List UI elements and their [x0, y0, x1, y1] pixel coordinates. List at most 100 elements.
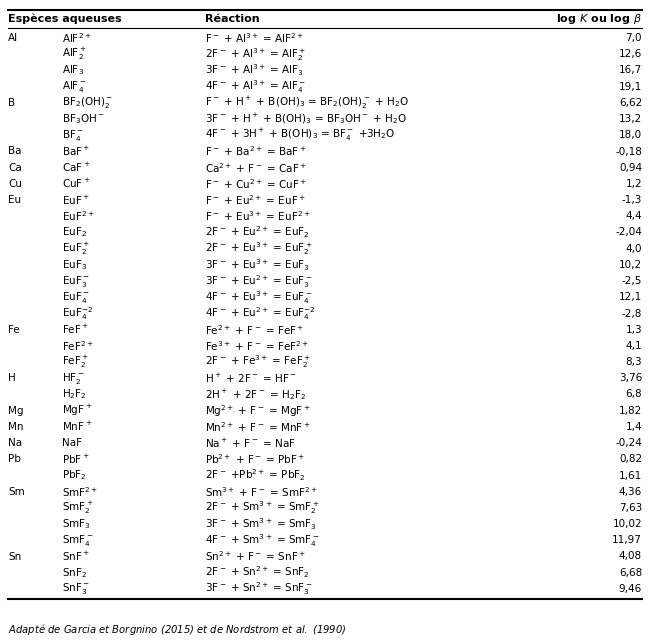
Text: PbF$_2$: PbF$_2$ [62, 468, 86, 483]
Text: 6,62: 6,62 [619, 98, 642, 108]
Text: EuF$_3$: EuF$_3$ [62, 258, 87, 272]
Text: -1,3: -1,3 [621, 195, 642, 205]
Text: Pb: Pb [8, 454, 21, 464]
Text: EuF$^+$: EuF$^+$ [62, 193, 90, 207]
Text: 2F$^-$ +Pb$^{2+}$ = PbF$_2$: 2F$^-$ +Pb$^{2+}$ = PbF$_2$ [205, 468, 306, 483]
Text: 10,2: 10,2 [619, 260, 642, 270]
Text: EuF$_2$: EuF$_2$ [62, 226, 87, 239]
Text: 11,97: 11,97 [612, 535, 642, 545]
Text: 4F$^-$ + 3H$^+$ + B(OH)$_3$ = BF$_4^-$ +3H$_2$O: 4F$^-$ + 3H$^+$ + B(OH)$_3$ = BF$_4^-$ +… [205, 127, 395, 143]
Text: 3F$^-$ + Eu$^{2+}$ = EuF$_3^-$: 3F$^-$ + Eu$^{2+}$ = EuF$_3^-$ [205, 273, 313, 289]
Text: AlF$_2^+$: AlF$_2^+$ [62, 46, 87, 62]
Text: HF$_2^-$: HF$_2^-$ [62, 371, 84, 386]
Text: -2,8: -2,8 [621, 308, 642, 319]
Text: 18,0: 18,0 [619, 131, 642, 140]
Text: NaF: NaF [62, 438, 82, 448]
Text: EuF$_4^-$: EuF$_4^-$ [62, 290, 90, 305]
Text: Sn$^{2+}$ + F$^-$ = SnF$^+$: Sn$^{2+}$ + F$^-$ = SnF$^+$ [205, 550, 306, 563]
Text: Eu: Eu [8, 195, 21, 205]
Text: CaF$^+$: CaF$^+$ [62, 161, 90, 174]
Text: 12,6: 12,6 [619, 49, 642, 60]
Text: BF$_4^-$: BF$_4^-$ [62, 128, 84, 143]
Text: 4F$^-$ + Eu$^{2+}$ = EuF$_4^{-2}$: 4F$^-$ + Eu$^{2+}$ = EuF$_4^{-2}$ [205, 305, 316, 322]
Text: 3F$^-$ + Sn$^{2+}$ = SnF$_3^-$: 3F$^-$ + Sn$^{2+}$ = SnF$_3^-$ [205, 580, 313, 597]
Text: FeF$^+$: FeF$^+$ [62, 323, 89, 336]
Text: F$^-$ + Eu$^{2+}$ = EuF$^+$: F$^-$ + Eu$^{2+}$ = EuF$^+$ [205, 193, 306, 207]
Text: -0,18: -0,18 [615, 147, 642, 157]
Text: Espèces aqueuses: Espèces aqueuses [8, 13, 122, 24]
Text: F$^-$ + Eu$^{3+}$ = EuF$^{2+}$: F$^-$ + Eu$^{3+}$ = EuF$^{2+}$ [205, 209, 311, 223]
Text: CuF$^+$: CuF$^+$ [62, 177, 90, 191]
Text: Ba: Ba [8, 147, 21, 157]
Text: Na$^+$ + F$^-$ = NaF: Na$^+$ + F$^-$ = NaF [205, 436, 296, 450]
Text: 7,63: 7,63 [619, 503, 642, 513]
Text: BaF$^+$: BaF$^+$ [62, 145, 90, 158]
Text: 8,3: 8,3 [625, 357, 642, 367]
Text: 2F$^-$ + Fe$^{3+}$ = FeF$_2^+$: 2F$^-$ + Fe$^{3+}$ = FeF$_2^+$ [205, 354, 311, 371]
Text: 6,68: 6,68 [619, 568, 642, 578]
Text: EuF$^{2+}$: EuF$^{2+}$ [62, 209, 95, 223]
Text: SmF$_3$: SmF$_3$ [62, 517, 91, 531]
Text: AlF$_4^-$: AlF$_4^-$ [62, 79, 86, 94]
Text: 1,61: 1,61 [619, 470, 642, 481]
Text: Pb$^{2+}$ + F$^-$ = PbF$^+$: Pb$^{2+}$ + F$^-$ = PbF$^+$ [205, 452, 306, 466]
Text: 4F$^-$ + Sm$^{3+}$ = SmF$_4^-$: 4F$^-$ + Sm$^{3+}$ = SmF$_4^-$ [205, 532, 320, 548]
Text: Sm$^{3+}$ + F$^-$ = SmF$^{2+}$: Sm$^{3+}$ + F$^-$ = SmF$^{2+}$ [205, 485, 318, 499]
Text: F$^-$ + H$^+$ + B(OH)$_3$ = BF$_2$(OH)$_2^-$ + H$_2$O: F$^-$ + H$^+$ + B(OH)$_3$ = BF$_2$(OH)$_… [205, 95, 409, 111]
Text: SnF$_3^-$: SnF$_3^-$ [62, 581, 90, 596]
Text: SmF$_2^+$: SmF$_2^+$ [62, 500, 94, 516]
Text: FeF$^{2+}$: FeF$^{2+}$ [62, 339, 94, 353]
Text: H$^+$ + 2F$^-$ = HF$^-$: H$^+$ + 2F$^-$ = HF$^-$ [205, 372, 297, 385]
Text: Cu: Cu [8, 179, 22, 189]
Text: 3F$^-$ + H$^+$ + B(OH)$_3$ = BF$_3$OH$^-$ + H$_2$O: 3F$^-$ + H$^+$ + B(OH)$_3$ = BF$_3$OH$^-… [205, 112, 407, 127]
Text: 4,1: 4,1 [625, 341, 642, 351]
Text: log $K$ ou log $\beta$: log $K$ ou log $\beta$ [556, 12, 642, 26]
Text: Sn: Sn [8, 552, 21, 561]
Text: 16,7: 16,7 [619, 65, 642, 76]
Text: AlF$^{2+}$: AlF$^{2+}$ [62, 31, 92, 45]
Text: -2,04: -2,04 [615, 227, 642, 237]
Text: -2,5: -2,5 [621, 276, 642, 286]
Text: 1,2: 1,2 [625, 179, 642, 189]
Text: Fe$^{2+}$ + F$^-$ = FeF$^+$: Fe$^{2+}$ + F$^-$ = FeF$^+$ [205, 323, 304, 337]
Text: B: B [8, 98, 15, 108]
Text: Mg: Mg [8, 406, 23, 416]
Text: 12,1: 12,1 [619, 292, 642, 302]
Text: Ca: Ca [8, 163, 21, 173]
Text: Mn: Mn [8, 422, 23, 432]
Text: F$^-$ + Cu$^{2+}$ = CuF$^+$: F$^-$ + Cu$^{2+}$ = CuF$^+$ [205, 177, 307, 191]
Text: Réaction: Réaction [205, 14, 259, 24]
Text: FeF$_2^+$: FeF$_2^+$ [62, 354, 89, 370]
Text: 3F$^-$ + Eu$^{3+}$ = EuF$_3$: 3F$^-$ + Eu$^{3+}$ = EuF$_3$ [205, 257, 310, 273]
Text: Na: Na [8, 438, 22, 448]
Text: 7,0: 7,0 [625, 33, 642, 43]
Text: 1,4: 1,4 [625, 422, 642, 432]
Text: EuF$_3^-$: EuF$_3^-$ [62, 274, 90, 289]
Text: 4,36: 4,36 [619, 486, 642, 497]
Text: 2F$^-$ + Eu$^{2+}$ = EuF$_2$: 2F$^-$ + Eu$^{2+}$ = EuF$_2$ [205, 225, 309, 240]
Text: Al: Al [8, 33, 18, 43]
Text: Fe: Fe [8, 324, 20, 335]
Text: MnF$^+$: MnF$^+$ [62, 420, 92, 433]
Text: 2F$^-$ + Sm$^{3+}$ = SmF$_2^+$: 2F$^-$ + Sm$^{3+}$ = SmF$_2^+$ [205, 499, 320, 516]
Text: BF$_3$OH$^-$: BF$_3$OH$^-$ [62, 112, 105, 126]
Text: 4F$^-$ + Al$^{3+}$ = AlF$_4^-$: 4F$^-$ + Al$^{3+}$ = AlF$_4^-$ [205, 78, 306, 95]
Text: EuF$_4^{-2}$: EuF$_4^{-2}$ [62, 305, 93, 322]
Text: 10,02: 10,02 [612, 519, 642, 529]
Text: 13,2: 13,2 [619, 114, 642, 124]
Text: -0,24: -0,24 [615, 438, 642, 448]
Text: PbF$^+$: PbF$^+$ [62, 452, 90, 466]
Text: 4F$^-$ + Eu$^{3+}$ = EuF$_4^-$: 4F$^-$ + Eu$^{3+}$ = EuF$_4^-$ [205, 289, 313, 306]
Text: 4,4: 4,4 [625, 211, 642, 221]
Text: 2F$^-$ + Sn$^{2+}$ = SnF$_2$: 2F$^-$ + Sn$^{2+}$ = SnF$_2$ [205, 565, 309, 580]
Text: Ca$^{2+}$ + F$^-$ = CaF$^+$: Ca$^{2+}$ + F$^-$ = CaF$^+$ [205, 161, 307, 175]
Text: SmF$^{2+}$: SmF$^{2+}$ [62, 485, 98, 499]
Text: SnF$_2$: SnF$_2$ [62, 566, 87, 580]
Text: F$^-$ + Al$^{3+}$ = AlF$^{2+}$: F$^-$ + Al$^{3+}$ = AlF$^{2+}$ [205, 31, 304, 45]
Text: SnF$^+$: SnF$^+$ [62, 550, 90, 563]
Text: MgF$^+$: MgF$^+$ [62, 403, 92, 419]
Text: 2H$^+$ + 2F$^-$ = H$_2$F$_2$: 2H$^+$ + 2F$^-$ = H$_2$F$_2$ [205, 387, 306, 402]
Text: 1,3: 1,3 [625, 324, 642, 335]
Text: 1,82: 1,82 [619, 406, 642, 416]
Text: Sm: Sm [8, 486, 25, 497]
